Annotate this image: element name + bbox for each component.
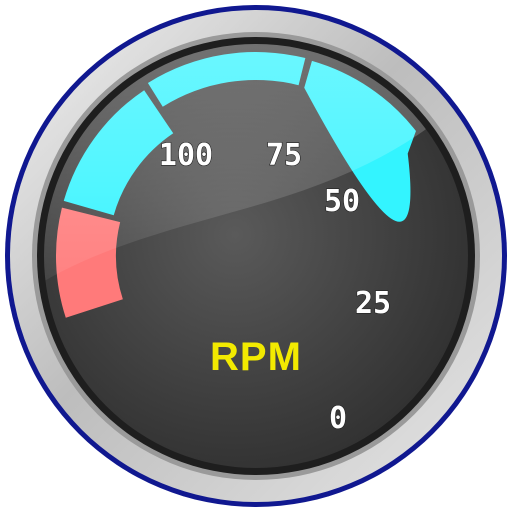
tick-label-25: 25 — [355, 286, 391, 321]
tick-label-50: 50 — [324, 184, 360, 219]
tick-label-75: 75 — [266, 138, 302, 173]
gloss-highlight — [44, 44, 468, 290]
tick-label-100: 100 — [159, 138, 213, 173]
tick-label-0: 0 — [329, 401, 347, 436]
unit-label: RPM — [210, 335, 302, 379]
